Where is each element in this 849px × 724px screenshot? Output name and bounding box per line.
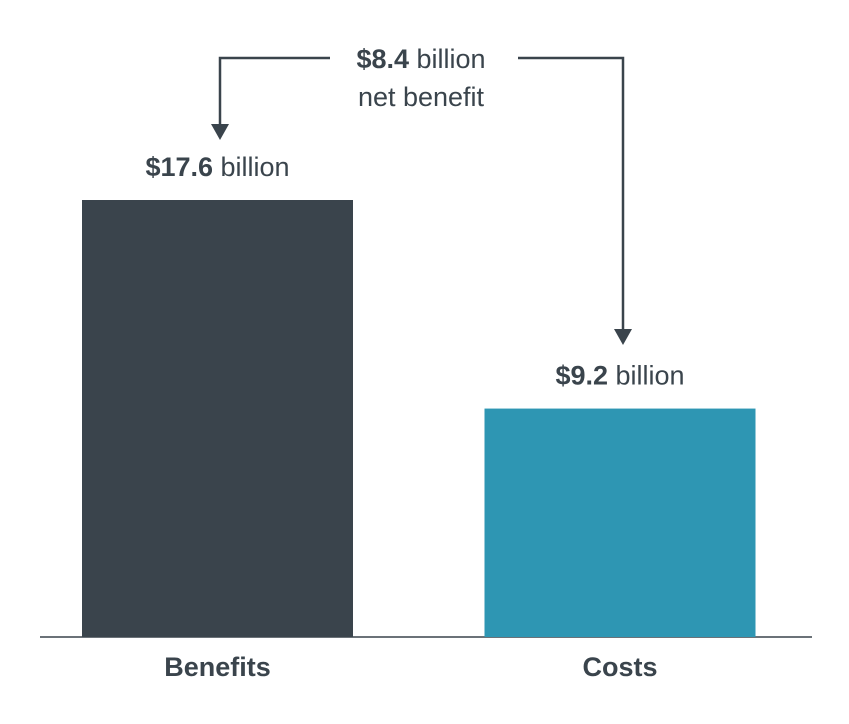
bar <box>484 408 756 637</box>
annotation-line: net benefit <box>358 82 485 112</box>
value-label: $9.2 billion <box>555 361 684 391</box>
arrow-head-left <box>211 124 229 140</box>
net-benefit-arrows <box>218 56 625 331</box>
arrow-right <box>518 56 625 331</box>
category-label: Benefits <box>164 652 271 682</box>
arrow-head-right <box>614 329 632 345</box>
annotation-line: $8.4 billion <box>356 44 485 74</box>
value-label: $17.6 billion <box>145 152 289 182</box>
bar <box>82 200 353 637</box>
category-label: Costs <box>582 652 657 682</box>
arrow-left <box>218 56 330 126</box>
